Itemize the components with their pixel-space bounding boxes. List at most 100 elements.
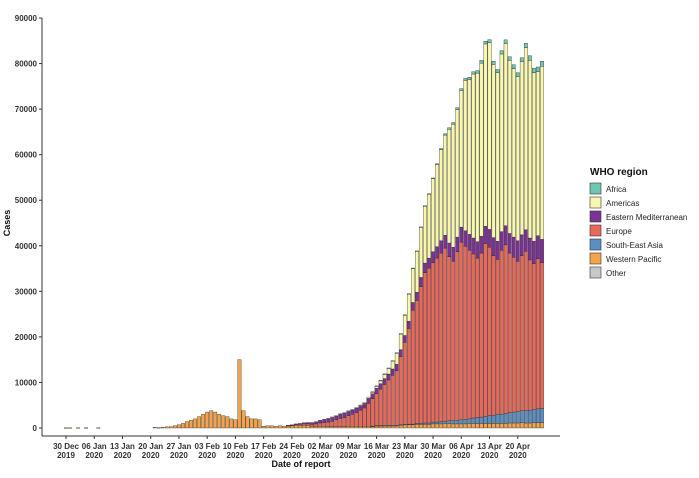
bar-segment: [358, 410, 363, 427]
bar-segment: [358, 426, 363, 429]
legend-swatch: [589, 252, 602, 265]
y-tick-label: 20000: [15, 333, 38, 342]
bar-segment: [487, 42, 492, 230]
bar-segment: [435, 246, 439, 259]
bar-segment: [326, 426, 331, 429]
bar-segment: [310, 424, 314, 427]
bar-segment: [439, 423, 443, 429]
bar-segment: [459, 226, 464, 243]
bar-segment: [294, 425, 298, 429]
bar-segment: [354, 412, 359, 427]
bar-segment: [499, 231, 504, 251]
bar-segment: [415, 424, 419, 429]
bar-segment: [427, 194, 431, 259]
bar-segment: [427, 267, 431, 424]
bar-segment: [475, 72, 480, 242]
bar-segment: [378, 380, 383, 382]
bar-segment: [479, 62, 484, 237]
bar-segment: [346, 415, 351, 427]
bar-segment: [447, 128, 452, 244]
bar-segment: [495, 72, 500, 242]
bar-segment: [152, 427, 157, 429]
bar-segment: [189, 420, 193, 429]
bar-segment: [459, 88, 464, 91]
bar-segment: [415, 292, 419, 301]
bar-segment: [411, 268, 415, 303]
bar-segment: [467, 234, 472, 251]
bar-segment: [503, 225, 508, 246]
bar-segment: [169, 426, 173, 429]
bar-segment: [532, 72, 536, 242]
bar-segment: [298, 423, 302, 425]
bar-segment: [334, 426, 339, 429]
bar-segment: [423, 422, 427, 425]
bar-segment: [475, 423, 480, 429]
bar-segment: [455, 109, 460, 238]
bar-segment: [455, 236, 460, 252]
bar-segment: [439, 240, 443, 254]
bar-segment: [362, 407, 367, 427]
bar-segment: [322, 426, 327, 429]
bar-segment: [503, 39, 508, 44]
bar-segment: [475, 257, 480, 418]
bar-segment: [314, 423, 318, 427]
bar-segment: [451, 246, 456, 262]
bar-segment: [390, 368, 395, 376]
bar-segment: [233, 419, 238, 429]
bar-segment: [447, 256, 452, 421]
bar-segment: [511, 64, 516, 69]
bar-segment: [475, 70, 480, 74]
bar-segment: [209, 410, 214, 429]
legend-swatch: [589, 182, 602, 195]
x-tick-year: 2020: [255, 451, 273, 460]
bar-segment: [540, 66, 544, 240]
bar-segment: [415, 300, 419, 424]
bar-segment: [177, 424, 181, 429]
bar-segment: [471, 73, 476, 239]
bar-segment: [84, 427, 89, 429]
bar-segment: [532, 409, 536, 423]
bar-segment: [354, 407, 359, 413]
bar-segment: [350, 409, 355, 411]
bar-segment: [451, 122, 456, 125]
bar-segment: [536, 71, 540, 236]
bar-segment: [229, 418, 234, 429]
x-tick-label: 24 Feb: [279, 442, 304, 451]
bar-segment: [269, 425, 274, 429]
bar-segment: [503, 244, 508, 414]
bar-segment: [185, 421, 189, 429]
bar-segment: [394, 364, 399, 371]
bar-segment: [326, 421, 331, 427]
bar-segment: [330, 420, 335, 427]
bar-segment: [406, 293, 411, 295]
bar-segment: [382, 384, 387, 426]
bar-segment: [431, 423, 435, 429]
bar-segment: [471, 253, 476, 419]
bar-segment: [519, 57, 524, 62]
bar-segment: [366, 396, 371, 399]
bar-segment: [523, 251, 528, 411]
bar-segment: [511, 411, 516, 424]
x-tick-label: 02 Mar: [307, 442, 332, 451]
x-tick-label: 09 Mar: [336, 442, 361, 451]
bar-segment: [294, 423, 298, 425]
bar-segment: [495, 414, 500, 424]
x-tick-year: 2020: [452, 451, 470, 460]
x-tick-label: 10 Feb: [223, 442, 248, 451]
bar-segment: [431, 177, 435, 179]
bar-segment: [455, 423, 460, 429]
bar-segment: [455, 420, 460, 425]
bar-segment: [511, 68, 516, 238]
y-tick-label: 40000: [15, 242, 38, 251]
bar-segment: [338, 413, 343, 419]
legend-label: Western Pacific: [606, 255, 661, 264]
x-tick-year: 2020: [142, 451, 160, 460]
bar-segment: [431, 421, 435, 425]
bar-segment: [346, 426, 351, 429]
y-axis: 0 10000 20000 30000 40000 50000 60000 70000 8000…: [15, 14, 42, 433]
bar-segment: [519, 410, 524, 423]
bar-segment: [463, 423, 468, 429]
legend-label: Europe: [606, 227, 632, 236]
bar-segment: [439, 148, 443, 150]
x-tick-label: 30 Mar: [420, 442, 445, 451]
